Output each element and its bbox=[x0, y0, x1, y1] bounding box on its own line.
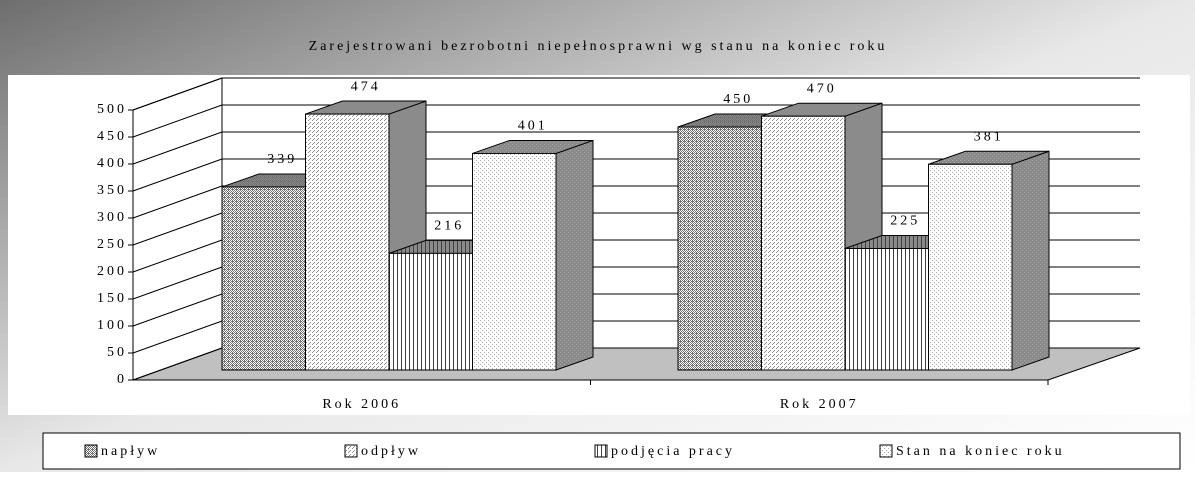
value-label: 470 bbox=[807, 81, 837, 96]
value-label: 339 bbox=[267, 152, 297, 167]
value-label: 450 bbox=[723, 92, 753, 107]
y-tick-label: 150 bbox=[97, 291, 127, 306]
bar-side bbox=[555, 139, 594, 371]
side-grid-line bbox=[132, 158, 223, 192]
side-grid-line bbox=[132, 239, 223, 273]
bar bbox=[928, 163, 1013, 371]
value-label: 401 bbox=[518, 119, 548, 134]
side-grid-line bbox=[132, 266, 223, 300]
side-grid-line bbox=[132, 185, 223, 219]
side-grid-line bbox=[132, 77, 223, 111]
legend-swatch bbox=[84, 444, 98, 458]
y-tick-label: 250 bbox=[97, 237, 127, 252]
side-grid-line bbox=[132, 131, 223, 165]
bar bbox=[221, 186, 306, 371]
bar bbox=[305, 113, 390, 371]
y-tick-label: 400 bbox=[97, 156, 127, 171]
x-tick-label: Rok 2007 bbox=[780, 397, 859, 412]
y-tick-label: 300 bbox=[97, 210, 127, 225]
legend-label: Stan na koniec roku bbox=[896, 444, 1065, 459]
y-tick-label: 50 bbox=[107, 345, 127, 360]
y-tick-label: 100 bbox=[97, 318, 127, 333]
value-label: 225 bbox=[890, 214, 920, 229]
x-tick-label: Rok 2006 bbox=[322, 397, 401, 412]
legend-swatch bbox=[344, 444, 358, 458]
y-tick-label: 0 bbox=[117, 372, 127, 387]
legend-swatch bbox=[594, 444, 608, 458]
y-tick-label: 450 bbox=[97, 129, 127, 144]
side-grid-line bbox=[132, 347, 223, 381]
value-label: 381 bbox=[974, 129, 1004, 144]
bar bbox=[677, 126, 762, 371]
side-grid-line bbox=[132, 320, 223, 354]
y-tick-label: 200 bbox=[97, 264, 127, 279]
legend-label: napływ bbox=[101, 444, 160, 459]
bar bbox=[761, 115, 846, 371]
side-grid-line bbox=[132, 212, 223, 246]
chart-title: Zarejestrowani bezrobotni niepełnosprawn… bbox=[309, 39, 888, 54]
legend-box bbox=[42, 432, 1181, 470]
bar bbox=[472, 152, 557, 371]
bar bbox=[844, 248, 929, 371]
y-tick-label: 500 bbox=[97, 102, 127, 117]
y-tick-label: 350 bbox=[97, 183, 127, 198]
legend-label: podjęcia pracy bbox=[611, 444, 735, 459]
side-grid-line bbox=[132, 104, 223, 138]
value-label: 216 bbox=[434, 219, 464, 234]
bar bbox=[388, 252, 473, 371]
legend-label: odpływ bbox=[361, 444, 421, 459]
bar-side bbox=[1011, 150, 1050, 371]
legend-swatch bbox=[879, 444, 893, 458]
side-grid-line bbox=[132, 293, 223, 327]
value-label: 474 bbox=[351, 79, 381, 94]
